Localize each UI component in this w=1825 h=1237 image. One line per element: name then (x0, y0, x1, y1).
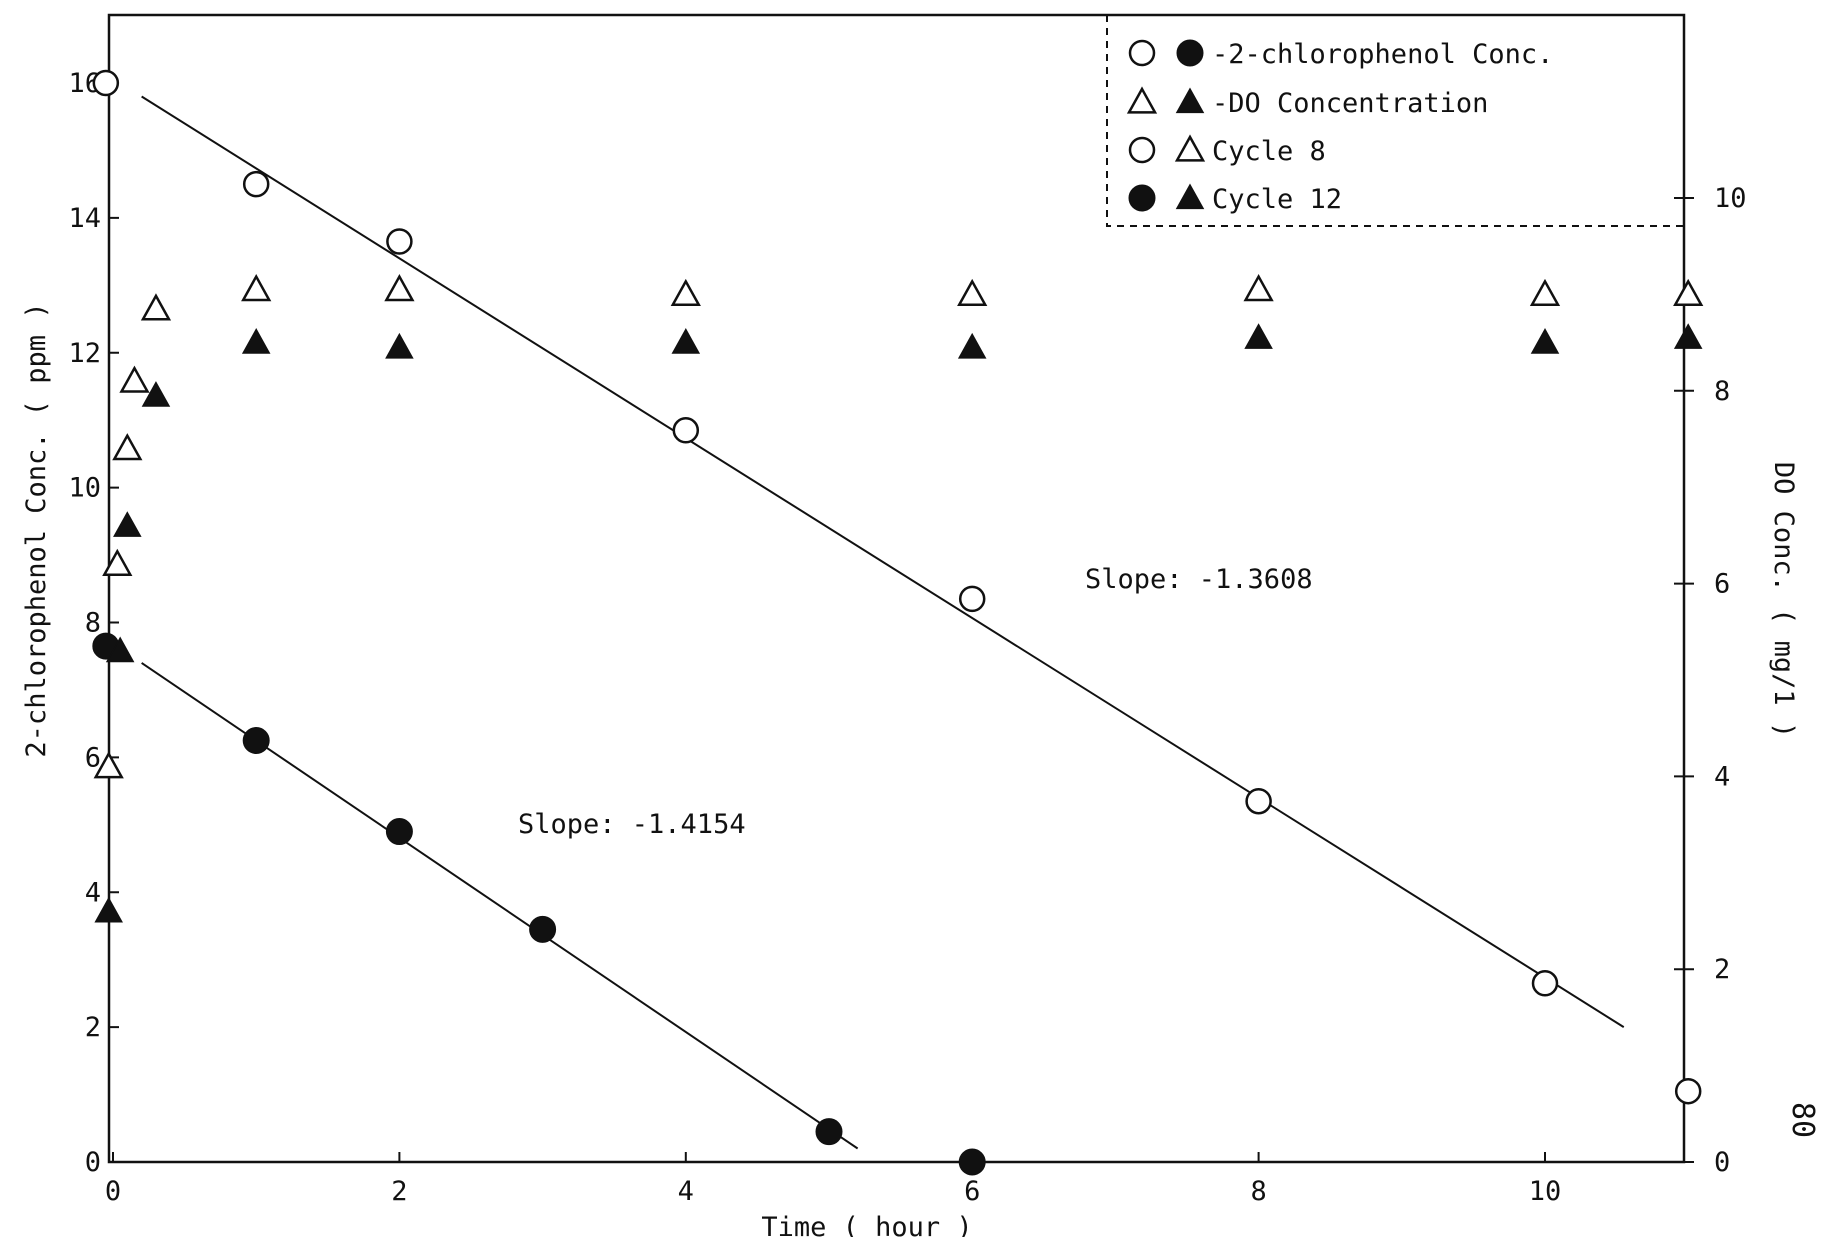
legend-markers (1126, 39, 1206, 212)
fit-label-cycle8: Slope: -1.3608 (1085, 564, 1313, 595)
data-point-open-triangle (102, 548, 133, 576)
data-point-open-circle (386, 228, 413, 255)
y-right-tick-label: 6 (1714, 569, 1730, 600)
x-tick-label: 10 (1529, 1176, 1562, 1207)
data-point-open-circle (958, 585, 986, 613)
data-point-open-triangle (112, 433, 143, 461)
data-point-open-triangle (140, 293, 172, 321)
legend-label-cycle12: Cycle 12 (1212, 184, 1342, 215)
data-point-filled-triangle (957, 332, 987, 359)
data-points (92, 69, 1704, 1176)
data-point-filled-triangle (105, 636, 135, 663)
plot-frame (107, 13, 1686, 1164)
x-tick-label: 0 (105, 1176, 121, 1207)
data-point-open-triangle (384, 274, 415, 302)
data-point-filled-triangle (141, 381, 171, 407)
data-point-open-circle (1245, 787, 1272, 815)
page-number: 80 (1785, 1102, 1820, 1138)
data-point-open-triangle (1673, 278, 1704, 307)
data-point-filled-triangle (385, 332, 414, 359)
y-right-tick-label: 8 (1714, 376, 1730, 407)
fit-line-cycle8 (141, 95, 1625, 1028)
x-tick-label: 2 (391, 1176, 407, 1207)
data-point-open-triangle (119, 365, 150, 393)
data-point-open-circle (242, 170, 270, 198)
data-point-open-circle (1674, 1077, 1702, 1105)
y-right-tick-label: 0 (1714, 1147, 1730, 1178)
y-left-tick-label: 4 (85, 877, 101, 908)
data-point-filled-triangle (94, 896, 123, 923)
data-point-open-triangle (93, 751, 124, 779)
y-left-tick-label: 0 (85, 1147, 101, 1178)
legend-marker-open-triangle (1126, 86, 1158, 114)
y-left-tick-label: 8 (85, 608, 101, 639)
legend-marker-filled-triangle (1175, 183, 1205, 210)
legend-marker-filled-triangle (1175, 87, 1205, 114)
data-point-open-triangle (670, 278, 701, 307)
data-point-filled-triangle (1673, 323, 1703, 349)
data-point-filled-triangle (1530, 328, 1560, 354)
y-right-tick-label: 2 (1714, 954, 1730, 985)
data-point-filled-circle (529, 915, 557, 943)
data-point-filled-triangle (671, 328, 701, 354)
data-point-filled-triangle (113, 511, 142, 537)
data-point-filled-circle (815, 1118, 843, 1146)
data-point-open-circle (1531, 970, 1559, 997)
legend-label-do: -DO Concentration (1212, 88, 1488, 119)
fit-label-cycle12: Slope: -1.4154 (518, 809, 746, 840)
y-left-tick-label: 6 (85, 742, 101, 773)
x-axis-title: Time ( hour ) (761, 1212, 972, 1237)
data-point-open-triangle (1243, 274, 1274, 302)
y-axis-title-left: 2-chlorophenol Conc. ( ppm ) (21, 302, 52, 757)
fit-lines (141, 95, 1625, 1150)
data-point-open-triangle (241, 274, 272, 302)
data-point-filled-triangle (1244, 323, 1273, 349)
data-point-open-triangle (957, 278, 988, 307)
legend-marker-filled-circle (1176, 39, 1204, 67)
data-point-filled-circle (958, 1148, 986, 1176)
y-axis-title-right: DO Conc. ( mg/1 ) (1768, 462, 1799, 738)
x-tick-label: 4 (678, 1176, 694, 1207)
legend-label-chlorophenol: -2-chlorophenol Conc. (1212, 39, 1553, 70)
y-left-tick-label: 10 (68, 473, 101, 504)
data-point-filled-triangle (241, 328, 271, 354)
legend-marker-open-triangle (1174, 134, 1206, 162)
data-point-filled-circle (242, 727, 270, 755)
legend-marker-filled-circle (1128, 184, 1156, 212)
y-left-tick-label: 12 (68, 338, 101, 369)
data-point-open-circle (672, 417, 700, 444)
legend-marker-open-circle (1128, 136, 1156, 164)
data-point-filled-circle (385, 818, 413, 846)
y-right-tick-label: 10 (1714, 183, 1747, 214)
legend-label-cycle8: Cycle 8 (1212, 136, 1326, 167)
legend: -2-chlorophenol Conc. -DO Concentration … (1106, 15, 1684, 227)
y-left-tick-label: 14 (68, 203, 101, 234)
data-point-open-circle (92, 69, 120, 97)
x-tick-label: 8 (1250, 1176, 1266, 1207)
y-right-tick-label: 4 (1714, 761, 1730, 792)
data-point-open-triangle (1529, 278, 1561, 307)
legend-border (1106, 15, 1684, 227)
legend-marker-open-circle (1128, 39, 1156, 67)
x-tick-label: 6 (964, 1176, 980, 1207)
y-left-tick-label: 2 (85, 1012, 101, 1043)
